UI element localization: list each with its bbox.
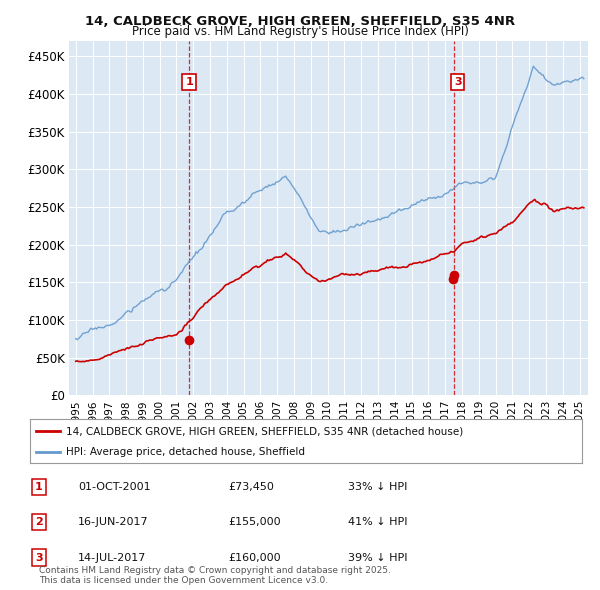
Text: Contains HM Land Registry data © Crown copyright and database right 2025.
This d: Contains HM Land Registry data © Crown c… — [39, 566, 391, 585]
Text: Price paid vs. HM Land Registry's House Price Index (HPI): Price paid vs. HM Land Registry's House … — [131, 25, 469, 38]
Text: 33% ↓ HPI: 33% ↓ HPI — [348, 482, 407, 491]
Text: 16-JUN-2017: 16-JUN-2017 — [78, 517, 149, 527]
Text: £160,000: £160,000 — [228, 553, 281, 562]
Text: 01-OCT-2001: 01-OCT-2001 — [78, 482, 151, 491]
Text: HPI: Average price, detached house, Sheffield: HPI: Average price, detached house, Shef… — [66, 447, 305, 457]
Text: 14, CALDBECK GROVE, HIGH GREEN, SHEFFIELD, S35 4NR: 14, CALDBECK GROVE, HIGH GREEN, SHEFFIEL… — [85, 15, 515, 28]
Text: 41% ↓ HPI: 41% ↓ HPI — [348, 517, 407, 527]
Text: 1: 1 — [185, 77, 193, 87]
Text: £73,450: £73,450 — [228, 482, 274, 491]
Text: 14-JUL-2017: 14-JUL-2017 — [78, 553, 146, 562]
Text: 39% ↓ HPI: 39% ↓ HPI — [348, 553, 407, 562]
Text: 3: 3 — [35, 553, 43, 562]
Text: 1: 1 — [35, 482, 43, 491]
Text: 14, CALDBECK GROVE, HIGH GREEN, SHEFFIELD, S35 4NR (detached house): 14, CALDBECK GROVE, HIGH GREEN, SHEFFIEL… — [66, 427, 463, 436]
Text: 3: 3 — [454, 77, 461, 87]
Text: £155,000: £155,000 — [228, 517, 281, 527]
Text: 2: 2 — [35, 517, 43, 527]
